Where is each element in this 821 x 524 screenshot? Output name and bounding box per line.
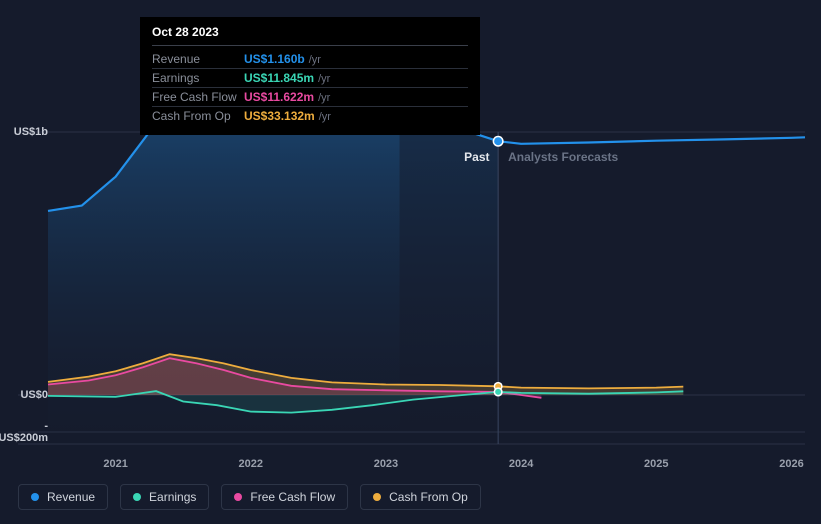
chart-legend: Revenue Earnings Free Cash Flow Cash From O… (18, 484, 481, 510)
tooltip-row-label: Free Cash Flow (152, 90, 244, 104)
legend-item-cfo[interactable]: Cash From Op (360, 484, 481, 510)
x-tick-label: 2024 (509, 458, 533, 470)
y-tick-label: US$1b (14, 126, 48, 138)
legend-item-earnings[interactable]: Earnings (120, 484, 209, 510)
tooltip-row-value: US$33.132m (244, 109, 315, 123)
past-label: Past (464, 150, 489, 164)
y-tick-label: US$0 (20, 389, 48, 401)
tooltip-row: Free Cash FlowUS$11.622m/yr (152, 88, 468, 107)
x-tick-label: 2026 (779, 458, 803, 470)
tooltip-row-unit: /yr (309, 54, 321, 66)
forecast-label: Analysts Forecasts (508, 150, 618, 164)
y-tick-label: -US$200m (0, 420, 48, 444)
tooltip-row-value: US$11.622m (244, 90, 314, 104)
tooltip-row-label: Revenue (152, 52, 244, 66)
x-tick-label: 2022 (239, 458, 263, 470)
x-tick-label: 2021 (103, 458, 127, 470)
legend-label: Earnings (149, 490, 196, 504)
tooltip-row: RevenueUS$1.160b/yr (152, 50, 468, 69)
tooltip-row-unit: /yr (318, 73, 330, 85)
legend-item-fcf[interactable]: Free Cash Flow (221, 484, 348, 510)
legend-dot-icon (31, 493, 39, 501)
x-tick-label: 2023 (374, 458, 398, 470)
tooltip-row-label: Earnings (152, 71, 244, 85)
chart-tooltip: Oct 28 2023 RevenueUS$1.160b/yrEarningsU… (140, 17, 480, 135)
tooltip-row-unit: /yr (318, 92, 330, 104)
legend-label: Free Cash Flow (250, 490, 335, 504)
tooltip-row-value: US$11.845m (244, 71, 314, 85)
legend-dot-icon (373, 493, 381, 501)
financials-chart: US$1b US$0 -US$200m 2021 2022 2023 2024 2025 20… (0, 0, 821, 524)
tooltip-date: Oct 28 2023 (152, 25, 468, 45)
tooltip-row-label: Cash From Op (152, 109, 244, 123)
legend-dot-icon (234, 493, 242, 501)
x-tick-label: 2025 (644, 458, 668, 470)
legend-label: Cash From Op (389, 490, 468, 504)
legend-dot-icon (133, 493, 141, 501)
tooltip-row: EarningsUS$11.845m/yr (152, 69, 468, 88)
tooltip-row-value: US$1.160b (244, 52, 305, 66)
tooltip-row-unit: /yr (319, 111, 331, 123)
tooltip-row: Cash From OpUS$33.132m/yr (152, 107, 468, 125)
legend-label: Revenue (47, 490, 95, 504)
legend-item-revenue[interactable]: Revenue (18, 484, 108, 510)
tooltip-separator (152, 45, 468, 46)
